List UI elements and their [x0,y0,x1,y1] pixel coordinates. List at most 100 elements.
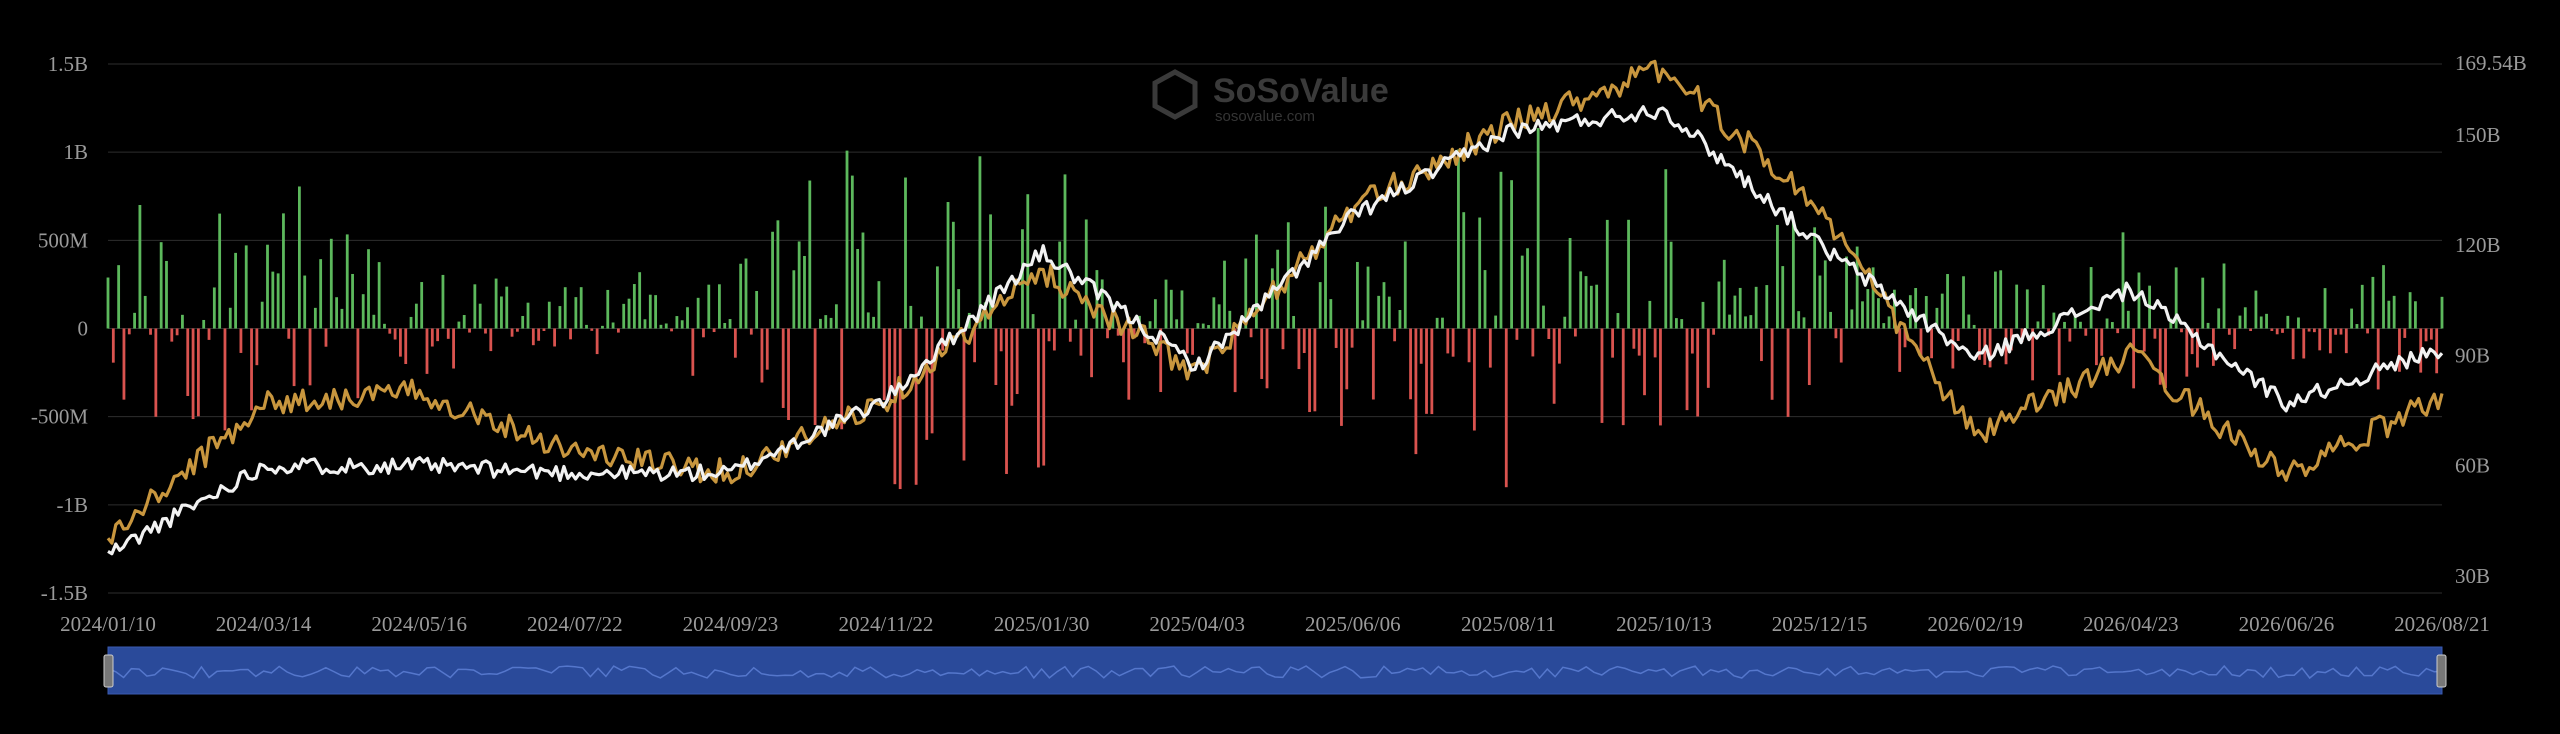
inflow-bar [1270,268,1274,329]
inflow-bar [866,312,870,329]
outflow-bar [1488,328,1492,368]
outflow-bar [542,328,546,332]
x-tick-label: 2024/05/16 [371,612,467,636]
inflow-bar [872,316,875,329]
outflow-bar [1659,328,1662,426]
inflow-bar [1940,293,1944,329]
outflow-bar [2116,328,2120,334]
inflow-bar [2355,324,2359,329]
inflow-bar [2126,310,2130,329]
outflow-bar [1531,328,1535,357]
flow-bars[interactable] [106,128,2444,490]
inflow-bar [1871,267,1875,329]
inflow-bar [2025,289,2029,329]
outflow-bar [1611,328,1615,358]
inflow-bar [1207,325,1210,329]
range-navigator[interactable] [103,646,2447,695]
inflow-bar [181,314,184,329]
inflow-bar [478,303,482,329]
inflow-bar [1861,301,1864,329]
inflow-bar [2414,301,2417,329]
outflow-bar [2004,328,2008,365]
inflow-bar [1329,299,1333,329]
inflow-bar [1196,323,1200,329]
x-tick-label: 2025/10/13 [1616,612,1712,636]
outflow-bar [515,328,519,332]
inflow-bar [1855,246,1859,329]
inflow-bar [834,304,838,329]
outflow-bar [2057,328,2061,376]
outflow-bar [356,328,360,399]
inflow-bar [282,213,285,329]
inflow-bar [2259,316,2263,329]
outflow-bar [287,328,291,339]
inflow-bar [1366,266,1370,329]
outflow-bar [2100,328,2104,356]
inflow-bar [2392,295,2396,329]
outflow-bar [2158,328,2162,385]
outflow-bar [1467,328,1471,363]
outflow-bar [888,328,891,401]
inflow-bar [1892,289,1896,329]
outflow-bar [2307,328,2311,332]
inflow-bar [2222,263,2226,329]
inflow-bar [1701,301,1705,329]
outflow-bar [1260,328,1264,379]
inflow-bar [313,307,317,329]
inflow-bar [335,297,339,329]
outflow-bar [1090,328,1093,378]
outflow-bar [2403,328,2407,338]
outflow-bar [1558,328,1561,364]
inflow-bar [856,248,860,329]
inflow-bar [1717,281,1721,329]
inflow-bar [946,202,950,329]
outflow-bar [691,328,695,376]
inflow-bar [1169,289,1173,329]
inflow-bar [664,323,668,329]
inflow-bar [808,180,812,329]
inflow-bar [414,303,418,329]
outflow-bar [191,328,195,420]
inflow-bar [340,308,344,329]
outflow-bar [1122,328,1125,363]
inflow-bar [1924,296,1928,329]
outflow-bar [1898,328,1902,372]
outflow-bar [1116,328,1120,336]
inflow-bar [1499,171,1503,329]
inflow-bar [1223,260,1226,329]
inflow-bar [1175,319,1179,329]
outflow-bar [1005,328,1008,474]
value-lines[interactable] [106,59,2444,556]
inflow-bar [2041,285,2045,329]
outflow-bar [2233,328,2237,350]
outflow-bar [2227,328,2231,335]
outflow-bar [1345,328,1349,390]
outflow-bar [308,328,312,386]
outflow-bar [170,328,174,342]
outflow-bar [1350,328,1354,348]
navigator-window [107,646,2443,695]
outflow-bar [127,328,131,335]
x-tick-label: 2024/01/10 [60,612,156,636]
inflow-bar [739,263,743,329]
outflow-bar [250,328,253,411]
outflow-bar [2424,328,2428,342]
inflow-bar [1026,194,1030,329]
outflow-bar [1451,328,1455,357]
outflow-bar [399,328,402,357]
outflow-bar [702,328,705,338]
outflow-bar [1770,328,1774,400]
inflow-bar [909,305,913,329]
inflow-bar [1153,299,1157,329]
inflow-bar [1457,149,1460,329]
outflow-bar [1643,328,1646,396]
outflow-bar [1600,328,1604,423]
inflow-bar [1765,285,1769,329]
outflow-bar [1988,328,1992,368]
inflow-bar [1627,219,1630,329]
outflow-bar [712,328,716,333]
inflow-bar [409,316,413,329]
inflow-bar [372,314,376,329]
watermark-url: sosovalue.com [1215,108,1315,125]
inflow-bar [244,245,248,329]
